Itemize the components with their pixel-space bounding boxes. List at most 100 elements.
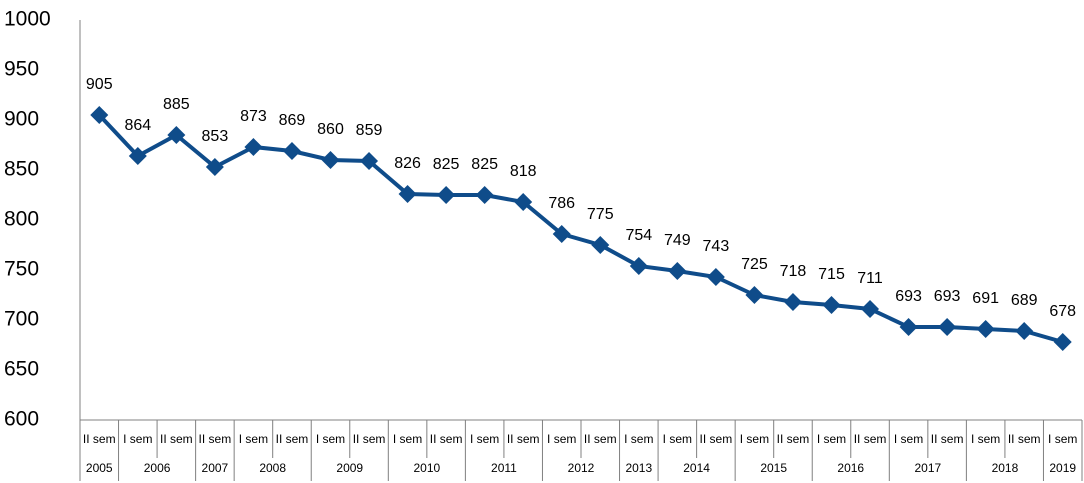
- data-label: 718: [780, 263, 807, 280]
- x-tick-label: II sem: [854, 432, 887, 446]
- x-tick-label: II sem: [430, 432, 463, 446]
- year-label: 2011: [491, 461, 517, 475]
- data-label: 864: [124, 117, 151, 134]
- data-label: 860: [317, 121, 344, 138]
- x-tick-label: II sem: [160, 432, 193, 446]
- x-tick-label: II sem: [584, 432, 617, 446]
- x-tick-label: II sem: [700, 432, 733, 446]
- data-label: 689: [1011, 292, 1038, 309]
- data-label: 743: [703, 238, 730, 255]
- y-tick-label: 600: [4, 408, 39, 431]
- x-tick-label: II sem: [353, 432, 386, 446]
- data-label: 749: [664, 232, 691, 249]
- marker: [90, 106, 109, 124]
- year-label: 2005: [86, 461, 113, 475]
- data-label: 825: [471, 156, 498, 173]
- x-tick-label: I sem: [971, 432, 1000, 446]
- year-label: 2018: [992, 461, 1019, 475]
- year-label: 2019: [1049, 461, 1076, 475]
- data-label: 754: [625, 227, 652, 244]
- x-tick-label: II sem: [199, 432, 232, 446]
- marker: [899, 318, 918, 336]
- year-label: 2015: [760, 461, 787, 475]
- marker: [244, 138, 263, 156]
- marker: [976, 320, 995, 338]
- year-label: 2009: [336, 461, 363, 475]
- data-label: 869: [279, 112, 306, 129]
- marker: [360, 152, 379, 170]
- marker: [861, 300, 880, 318]
- x-tick-label: I sem: [393, 432, 422, 446]
- x-tick-label: II sem: [1008, 432, 1041, 446]
- marker: [822, 296, 841, 314]
- x-tick-label: I sem: [1048, 432, 1077, 446]
- x-tick-label: I sem: [547, 432, 576, 446]
- year-label: 2017: [914, 461, 941, 475]
- marker: [167, 126, 186, 144]
- data-label: 786: [548, 195, 575, 212]
- marker: [591, 236, 610, 254]
- marker: [1053, 333, 1072, 351]
- y-tick-label: 950: [4, 58, 39, 81]
- year-label: 2014: [683, 461, 710, 475]
- x-tick-label: I sem: [894, 432, 923, 446]
- marker: [745, 286, 764, 304]
- marker: [706, 268, 725, 286]
- marker: [629, 257, 648, 275]
- data-label: 715: [818, 266, 845, 283]
- year-label: 2008: [259, 461, 286, 475]
- x-tick-label: I sem: [817, 432, 846, 446]
- y-tick-label: 850: [4, 158, 39, 181]
- data-label: 873: [240, 108, 267, 125]
- marker: [1015, 322, 1034, 340]
- marker: [128, 147, 147, 165]
- y-tick-label: 900: [4, 108, 39, 131]
- y-tick-label: 700: [4, 308, 39, 331]
- x-tick-label: I sem: [316, 432, 345, 446]
- x-tick-label: I sem: [624, 432, 653, 446]
- x-tick-label: I sem: [470, 432, 499, 446]
- year-label: 2016: [837, 461, 864, 475]
- year-label: 2006: [144, 461, 171, 475]
- marker: [668, 262, 687, 280]
- data-label: 693: [934, 288, 961, 305]
- data-label: 725: [741, 256, 768, 273]
- series-line: [97, 113, 1064, 344]
- data-label: 775: [587, 206, 614, 223]
- data-label: 826: [394, 155, 421, 172]
- data-label: 678: [1049, 303, 1076, 320]
- marker: [398, 185, 417, 203]
- x-tick-label: I sem: [239, 432, 268, 446]
- year-label: 2012: [568, 461, 595, 475]
- data-label: 825: [433, 156, 460, 173]
- marker: [437, 186, 456, 204]
- x-tick-label: II sem: [507, 432, 540, 446]
- data-label: 885: [163, 96, 190, 113]
- x-tick-label: II sem: [777, 432, 810, 446]
- y-tick-label: 1000: [4, 8, 51, 31]
- data-label: 905: [86, 76, 113, 93]
- x-tick-label: II sem: [276, 432, 309, 446]
- x-tick-label: II sem: [931, 432, 964, 446]
- marker: [475, 186, 494, 204]
- y-tick-label: 800: [4, 208, 39, 231]
- marker: [938, 318, 957, 336]
- y-tick-label: 750: [4, 258, 39, 281]
- data-label: 853: [202, 128, 229, 145]
- y-tick-label: 650: [4, 358, 39, 381]
- data-label: 818: [510, 163, 537, 180]
- data-label: 691: [972, 290, 999, 307]
- x-tick-label: I sem: [740, 432, 769, 446]
- marker: [514, 193, 533, 211]
- year-label: 2007: [202, 461, 229, 475]
- x-tick-label: I sem: [663, 432, 692, 446]
- marker: [282, 142, 301, 160]
- x-tick-label: I sem: [123, 432, 152, 446]
- marker: [552, 225, 571, 243]
- year-label: 2010: [413, 461, 440, 475]
- marker: [321, 151, 340, 169]
- data-label: 859: [356, 122, 383, 139]
- data-label: 693: [895, 288, 922, 305]
- data-label: 711: [857, 270, 883, 287]
